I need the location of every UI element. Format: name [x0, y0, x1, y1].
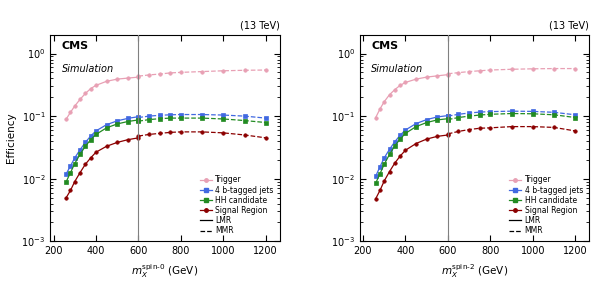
Text: Simulation: Simulation [62, 64, 114, 74]
X-axis label: $m_{X}^{\rm spin\text{-}2}$ (GeV): $m_{X}^{\rm spin\text{-}2}$ (GeV) [441, 262, 508, 280]
Legend: Trigger, 4 b-tagged jets, HH candidate, Signal Region, LMR, MMR: Trigger, 4 b-tagged jets, HH candidate, … [198, 173, 276, 238]
Text: CMS: CMS [62, 41, 89, 51]
Y-axis label: Efficiency: Efficiency [6, 113, 16, 163]
Legend: Trigger, 4 b-tagged jets, HH candidate, Signal Region, LMR, MMR: Trigger, 4 b-tagged jets, HH candidate, … [507, 173, 585, 238]
Text: (13 TeV): (13 TeV) [240, 21, 279, 31]
X-axis label: $m_{X}^{\rm spin\text{-}0}$ (GeV): $m_{X}^{\rm spin\text{-}0}$ (GeV) [131, 262, 198, 280]
Text: Simulation: Simulation [371, 64, 423, 74]
Text: CMS: CMS [371, 41, 398, 51]
Text: (13 TeV): (13 TeV) [549, 21, 589, 31]
